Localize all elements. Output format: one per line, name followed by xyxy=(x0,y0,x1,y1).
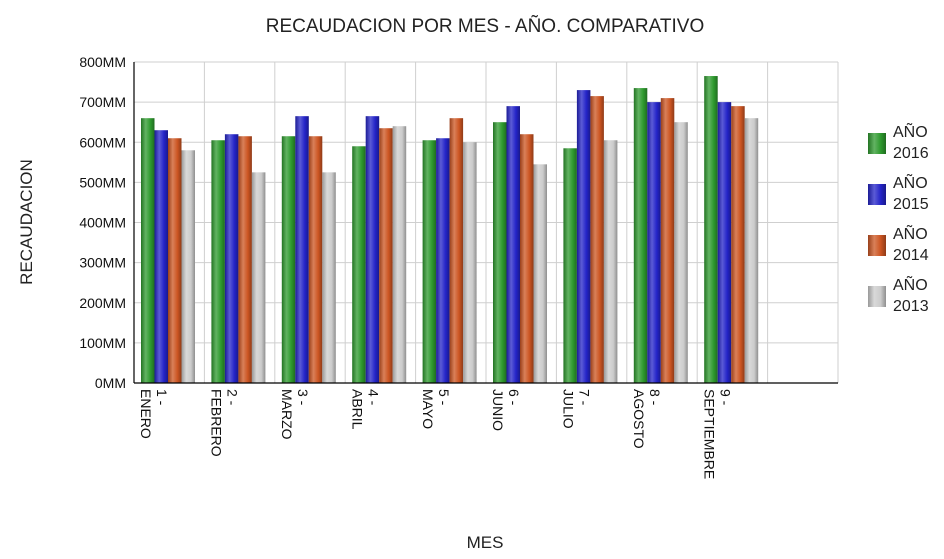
y-tick-label: 300MM xyxy=(79,255,126,271)
x-tick-label-month: FEBRERO xyxy=(209,389,225,457)
x-tick-label-month: JUNIO xyxy=(490,389,506,431)
bar-series-1-cat-7[interactable] xyxy=(647,102,661,384)
bar-series-0-cat-2[interactable] xyxy=(281,136,296,383)
bar-series-1-cat-4[interactable] xyxy=(436,138,450,383)
x-tick-label-number: 7 - xyxy=(577,389,593,406)
bar-series-2-cat-7[interactable] xyxy=(660,98,675,384)
x-tick-label-number: 9 - xyxy=(717,389,733,406)
bar-series-3-cat-1[interactable] xyxy=(251,172,266,383)
bar-series-2-cat-3[interactable] xyxy=(379,128,393,383)
bar-series-1-cat-8[interactable] xyxy=(717,102,732,384)
legend: AÑO 2016 AÑO 2015 AÑO 2014 AÑO 2013 xyxy=(868,121,929,315)
y-tick-label: 0MM xyxy=(95,375,126,391)
legend-label: 2013 xyxy=(893,298,929,315)
bar-series-1-cat-5[interactable] xyxy=(506,106,521,383)
legend-label: AÑO xyxy=(893,223,928,243)
x-tick-label-number: 5 - xyxy=(436,389,452,406)
y-tick-label: 200MM xyxy=(79,295,126,311)
bar-series-3-cat-7[interactable] xyxy=(674,122,688,383)
bars xyxy=(141,76,759,384)
x-tick-label-number: 2 - xyxy=(225,389,241,406)
bar-series-1-cat-1[interactable] xyxy=(224,134,239,383)
legend-label: AÑO xyxy=(893,172,928,192)
bar-series-2-cat-8[interactable] xyxy=(731,106,745,383)
x-tick-label-month: JULIO xyxy=(561,389,577,429)
bar-series-3-cat-4[interactable] xyxy=(463,142,477,383)
x-tick-label-month: SEPTIEMBRE xyxy=(701,389,717,479)
bar-series-2-cat-6[interactable] xyxy=(590,96,604,384)
bar-series-2-cat-0[interactable] xyxy=(168,138,182,383)
x-tick-label-month: MAYO xyxy=(420,389,436,429)
legend-label: AÑO xyxy=(893,121,928,141)
bar-series-0-cat-7[interactable] xyxy=(633,88,648,383)
legend-swatch xyxy=(868,133,886,154)
x-axis-label: MES xyxy=(467,533,504,552)
legend-label: 2016 xyxy=(893,145,929,162)
y-tick-label: 600MM xyxy=(79,134,126,150)
bar-series-2-cat-4[interactable] xyxy=(449,118,464,384)
bar-series-2-cat-2[interactable] xyxy=(308,136,323,383)
y-tick-label: 800MM xyxy=(79,54,126,70)
bar-series-0-cat-4[interactable] xyxy=(422,140,437,383)
y-tick-label: 700MM xyxy=(79,94,126,110)
x-tick-label-number: 4 - xyxy=(365,389,381,406)
legend-swatch xyxy=(868,235,886,256)
x-tick-label-number: 1 - xyxy=(154,389,170,406)
bar-series-3-cat-2[interactable] xyxy=(322,172,336,383)
bar-series-0-cat-8[interactable] xyxy=(704,76,718,383)
legend-swatch xyxy=(868,286,886,307)
bar-series-0-cat-0[interactable] xyxy=(141,118,155,384)
legend-label: 2014 xyxy=(893,247,929,264)
y-tick-label: 100MM xyxy=(79,335,126,351)
bar-series-2-cat-1[interactable] xyxy=(238,136,252,383)
axes xyxy=(133,62,838,384)
bar-series-0-cat-1[interactable] xyxy=(211,140,225,383)
x-tick-label-month: MARZO xyxy=(279,389,295,440)
x-tick-label-number: 3 - xyxy=(295,389,311,406)
legend-label: AÑO xyxy=(893,274,928,294)
x-tick-label-month: ENERO xyxy=(138,389,154,439)
bar-series-3-cat-8[interactable] xyxy=(744,118,759,384)
y-axis-label: RECAUDACION xyxy=(17,159,36,285)
legend-swatch xyxy=(868,184,886,205)
x-tick-label-month: AGOSTO xyxy=(631,389,647,449)
bar-series-0-cat-5[interactable] xyxy=(493,122,507,383)
y-tick-labels: 0MM 100MM 200MM 300MM 400MM 500MM 600MM 700MM 80… xyxy=(79,54,126,391)
bar-series-1-cat-3[interactable] xyxy=(365,116,380,384)
x-tick-label-number: 8 - xyxy=(647,389,663,406)
bar-series-1-cat-0[interactable] xyxy=(154,130,169,383)
bar-series-2-cat-5[interactable] xyxy=(520,134,534,383)
legend-label: 2015 xyxy=(893,196,929,213)
bar-series-3-cat-5[interactable] xyxy=(533,164,548,383)
x-tick-label-number: 6 - xyxy=(506,389,522,406)
bar-series-3-cat-0[interactable] xyxy=(181,150,196,383)
bar-series-3-cat-6[interactable] xyxy=(603,140,618,383)
y-tick-label: 500MM xyxy=(79,174,126,190)
bar-series-0-cat-3[interactable] xyxy=(352,146,366,383)
bar-series-0-cat-6[interactable] xyxy=(563,148,577,383)
x-tick-label-month: ABRIL xyxy=(349,389,365,430)
x-tick-labels: 1 -ENERO 2 -FEBRERO 3 -MARZO 4 -ABRIL 5 -MAY… xyxy=(138,389,733,479)
bar-series-3-cat-3[interactable] xyxy=(392,126,407,383)
y-tick-label: 400MM xyxy=(79,215,126,231)
bar-series-1-cat-6[interactable] xyxy=(576,90,591,383)
bar-series-1-cat-2[interactable] xyxy=(295,116,309,384)
chart-title: RECAUDACION POR MES - AÑO. COMPARATIVO xyxy=(266,15,704,37)
